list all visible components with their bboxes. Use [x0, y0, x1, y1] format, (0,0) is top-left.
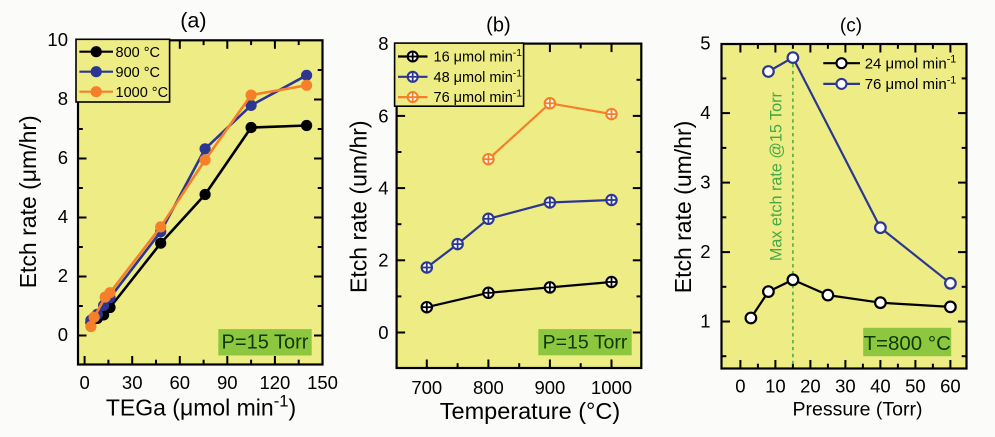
- svg-text:TEGa (μmol min-1): TEGa (μmol min-1): [106, 392, 296, 421]
- svg-text:10: 10: [765, 376, 786, 397]
- svg-text:1: 1: [700, 311, 710, 332]
- svg-text:30: 30: [835, 376, 856, 397]
- svg-text:Max etch rate @15 Torr: Max etch rate @15 Torr: [768, 91, 786, 261]
- svg-text:P=15 Torr: P=15 Torr: [222, 331, 309, 353]
- svg-text:2: 2: [378, 250, 388, 271]
- svg-text:30: 30: [122, 372, 143, 393]
- svg-text:T=800 °C: T=800 °C: [863, 332, 951, 355]
- svg-text:4: 4: [378, 178, 388, 199]
- svg-text:76 μmol min-1: 76 μmol min-1: [434, 89, 523, 107]
- svg-text:0: 0: [378, 322, 388, 343]
- svg-text:3: 3: [700, 172, 710, 193]
- svg-text:1000 °C: 1000 °C: [116, 85, 169, 101]
- svg-text:800 °C: 800 °C: [116, 45, 161, 61]
- svg-text:8: 8: [378, 33, 388, 54]
- svg-text:150: 150: [307, 372, 338, 393]
- svg-text:20: 20: [800, 376, 821, 397]
- svg-text:Etch rate (um/hr): Etch rate (um/hr): [670, 121, 696, 294]
- svg-text:90: 90: [217, 372, 238, 393]
- svg-text:120: 120: [259, 372, 290, 393]
- svg-text:(c): (c): [840, 16, 862, 37]
- svg-text:60: 60: [940, 376, 961, 397]
- svg-text:2: 2: [700, 241, 710, 262]
- svg-text:Temperature (°C): Temperature (°C): [440, 398, 620, 424]
- svg-text:(a): (a): [180, 9, 206, 33]
- svg-text:4: 4: [58, 206, 68, 227]
- svg-text:0: 0: [58, 324, 68, 345]
- svg-text:900 °C: 900 °C: [116, 65, 161, 81]
- svg-text:40: 40: [870, 376, 891, 397]
- svg-text:50: 50: [905, 376, 926, 397]
- svg-text:60: 60: [170, 372, 191, 393]
- svg-text:24 μmol min-1: 24 μmol min-1: [865, 54, 957, 73]
- svg-text:Pressure (Torr): Pressure (Torr): [792, 399, 922, 421]
- svg-text:Etch rate (um/hr): Etch rate (um/hr): [346, 120, 372, 293]
- svg-text:2: 2: [58, 265, 68, 286]
- svg-text:5: 5: [700, 33, 710, 54]
- svg-text:0: 0: [735, 376, 745, 397]
- svg-text:48 μmol min-1: 48 μmol min-1: [434, 68, 523, 86]
- svg-text:800: 800: [473, 377, 504, 398]
- svg-text:(b): (b): [486, 15, 510, 37]
- svg-text:P=15 Torr: P=15 Torr: [543, 331, 628, 353]
- svg-text:0: 0: [79, 372, 89, 393]
- svg-text:4: 4: [700, 102, 710, 123]
- svg-text:6: 6: [378, 105, 388, 126]
- svg-text:76 μmol min-1: 76 μmol min-1: [865, 74, 957, 93]
- svg-text:1000: 1000: [591, 377, 632, 398]
- svg-text:10: 10: [47, 29, 68, 50]
- svg-text:8: 8: [58, 88, 68, 109]
- svg-text:16 μmol min-1: 16 μmol min-1: [434, 48, 523, 66]
- svg-text:6: 6: [58, 147, 68, 168]
- svg-text:Etch rate (μm/hr): Etch rate (μm/hr): [15, 115, 41, 288]
- svg-text:700: 700: [411, 377, 442, 398]
- svg-text:900: 900: [534, 377, 565, 398]
